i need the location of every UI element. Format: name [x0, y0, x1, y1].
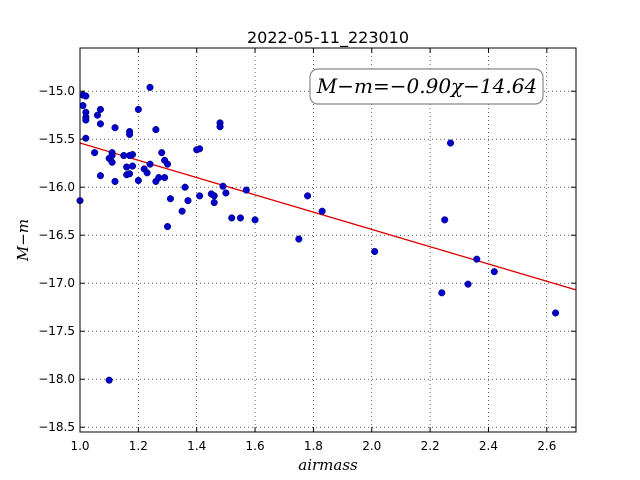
x-tick-label: 2.0 [362, 439, 381, 453]
data-point [438, 289, 446, 297]
data-point [146, 83, 154, 91]
x-tick-label: 2.6 [537, 439, 556, 453]
data-point [111, 124, 119, 132]
data-point [82, 134, 90, 142]
data-point [108, 158, 116, 166]
data-point [490, 268, 498, 276]
y-tick-label: −15.5 [38, 132, 75, 146]
x-tick-label: 1.6 [246, 439, 265, 453]
x-tick-label: 1.8 [304, 439, 323, 453]
data-point [108, 151, 116, 160]
data-point [236, 214, 245, 222]
fit-equation: M−m=−0.90χ−14.64 [316, 74, 537, 98]
data-point [96, 172, 104, 180]
data-point [184, 197, 192, 205]
data-point [181, 183, 189, 191]
y-axis-label: M−m [14, 219, 32, 262]
data-point [105, 376, 113, 384]
data-point [295, 235, 303, 243]
data-point [446, 139, 455, 147]
data-point [134, 105, 142, 113]
data-point [219, 182, 227, 190]
data-point [126, 170, 134, 178]
data-point [128, 151, 137, 159]
y-tick-label: −18.0 [38, 372, 75, 386]
data-point [134, 176, 142, 185]
data-point [210, 192, 218, 200]
data-point [158, 149, 166, 157]
x-tick-labels: 1.0 1.2 1.4 1.6 1.8 2.0 2.2 2.4 2.6 [70, 439, 556, 453]
data-point [96, 105, 104, 113]
data-point [91, 149, 99, 157]
x-axis-label: airmass [298, 456, 358, 474]
data-point [251, 216, 259, 224]
data-point [163, 223, 172, 231]
data-point [166, 195, 174, 203]
fit-equation-box: M−m=−0.90χ−14.64 [309, 68, 544, 105]
equation-box-frame [309, 68, 544, 105]
data-point [304, 192, 312, 200]
data-point [318, 207, 326, 215]
data-point [196, 145, 204, 153]
x-tick-label: 2.4 [479, 439, 498, 453]
chart-title: 2022-05-11_223010 [247, 28, 409, 48]
y-tick-label: −16.5 [38, 228, 75, 242]
y-tick-label: −17.5 [38, 324, 75, 338]
x-tick-label: 1.2 [129, 439, 148, 453]
data-point [152, 126, 160, 134]
data-point [228, 214, 236, 222]
data-point [222, 189, 230, 197]
y-tick-label: −16.0 [38, 180, 75, 194]
fit-line-layer [79, 142, 577, 291]
data-point [371, 247, 379, 256]
data-point [143, 169, 151, 177]
data-point [441, 216, 449, 224]
data-point [126, 130, 134, 138]
data-point [210, 199, 218, 207]
data-point [146, 160, 154, 168]
y-tick-label: −15.0 [38, 84, 75, 98]
y-tick-label: −18.5 [38, 420, 75, 434]
x-tick-label: 1.4 [187, 439, 206, 453]
data-point [242, 186, 250, 194]
data-point [111, 177, 119, 185]
y-tick-label: −17.0 [38, 276, 75, 290]
data-points [76, 83, 560, 384]
data-point [163, 160, 172, 168]
y-tick-labels: −15.0 −15.5 −16.0 −16.5 −17.0 −17.5 −18.0 −18.5 [38, 84, 75, 434]
x-tick-label: 2.2 [421, 439, 440, 453]
data-point [178, 207, 186, 215]
data-point [464, 280, 472, 288]
data-point [161, 174, 169, 182]
data-point [96, 120, 104, 128]
x-tick-label: 1.0 [70, 439, 89, 453]
data-point [473, 255, 481, 263]
data-point [82, 116, 90, 124]
data-point [93, 111, 102, 119]
data-point [82, 92, 90, 100]
data-point [79, 102, 87, 110]
data-point [123, 163, 131, 171]
data-point [552, 309, 560, 317]
plot-frame [79, 47, 577, 433]
plot-area [80, 48, 576, 432]
data-point [216, 123, 224, 131]
data-point [128, 162, 137, 170]
axis-ticks [79, 48, 576, 432]
data-point [196, 192, 204, 200]
fit-line [79, 142, 577, 291]
